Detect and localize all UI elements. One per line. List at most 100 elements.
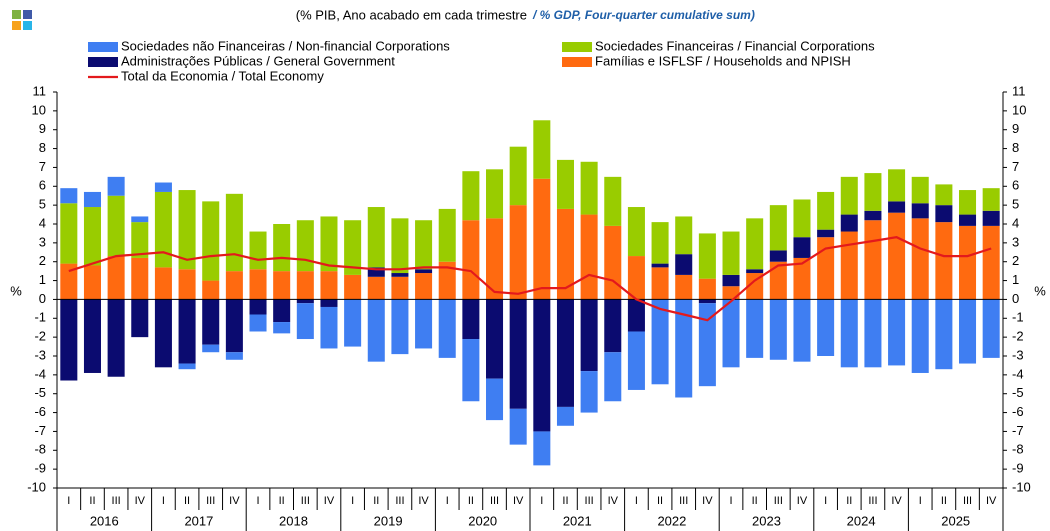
- y-tick-label: 4: [39, 215, 46, 230]
- bar: [627, 256, 645, 300]
- bar: [698, 299, 716, 304]
- bar: [273, 224, 291, 272]
- bar: [982, 188, 1000, 211]
- y-tick-label: -2: [34, 329, 46, 344]
- bar: [982, 299, 1000, 358]
- x-tick-label: IV: [891, 495, 902, 507]
- y2-tick-label: 7: [1012, 159, 1019, 174]
- bar: [651, 267, 669, 300]
- x-tick-label: III: [963, 495, 972, 507]
- x-tick-label: III: [585, 495, 594, 507]
- x-tick-label: II: [184, 495, 190, 507]
- bar: [675, 274, 693, 300]
- legend-swatch: [88, 57, 118, 67]
- bar: [107, 256, 125, 300]
- bar: [864, 299, 882, 368]
- bar: [415, 299, 433, 349]
- year-label: 2019: [374, 513, 403, 528]
- bar: [817, 237, 835, 300]
- bar: [273, 322, 291, 334]
- x-tick-label: II: [562, 495, 568, 507]
- bar: [391, 218, 409, 274]
- bar: [202, 280, 220, 300]
- y2-tick-label: -9: [1012, 461, 1024, 476]
- x-tick-label: III: [774, 495, 783, 507]
- bar: [438, 261, 456, 300]
- bar: [911, 218, 929, 300]
- x-tick-label: IV: [986, 495, 997, 507]
- year-label: 2016: [90, 513, 119, 528]
- y-tick-label: -1: [34, 310, 46, 325]
- legend-label: Administrações Públicas / General Govern…: [121, 53, 395, 68]
- x-tick-label: II: [89, 495, 95, 507]
- legend-label: Famílias e ISFLSF / Households and NPISH: [595, 53, 851, 68]
- chart-title: (% PIB, Ano acabado em cada trimestre: [296, 7, 527, 22]
- x-tick-label: IV: [608, 495, 619, 507]
- bar: [746, 269, 764, 274]
- y-tick-label: 2: [39, 253, 46, 268]
- bar: [935, 205, 953, 223]
- y-tick-label: 6: [39, 178, 46, 193]
- bar: [746, 218, 764, 270]
- y2-tick-label: 3: [1012, 234, 1019, 249]
- legend-swatch: [562, 57, 592, 67]
- y-tick-label: -6: [34, 404, 46, 419]
- bar: [982, 225, 1000, 300]
- bar: [107, 299, 125, 377]
- x-tick-label: II: [752, 495, 758, 507]
- x-tick-label: III: [868, 495, 877, 507]
- bar: [864, 220, 882, 300]
- bar: [959, 190, 977, 215]
- bar: [391, 273, 409, 277]
- bar: [83, 207, 101, 266]
- bar: [769, 261, 787, 300]
- year-label: 2018: [279, 513, 308, 528]
- bar: [793, 299, 811, 362]
- y2-tick-label: -5: [1012, 385, 1024, 400]
- x-tick-label: I: [729, 495, 732, 507]
- year-label: 2020: [468, 513, 497, 528]
- bar: [462, 299, 480, 340]
- bar: [131, 222, 149, 258]
- x-tick-label: I: [824, 495, 827, 507]
- x-tick-label: II: [373, 495, 379, 507]
- y2-tick-label: -8: [1012, 442, 1024, 457]
- bar: [178, 299, 196, 364]
- x-tick-label: I: [540, 495, 543, 507]
- bar: [462, 339, 480, 402]
- bar: [911, 299, 929, 373]
- legend-label: Sociedades não Financeiras / Non-financi…: [121, 38, 450, 53]
- y-tick-label: 11: [33, 83, 47, 98]
- x-tick-label: I: [162, 495, 165, 507]
- bar: [107, 176, 125, 196]
- y2-tick-label: 9: [1012, 121, 1019, 136]
- bar: [793, 237, 811, 258]
- x-tick-label: IV: [324, 495, 335, 507]
- bar: [438, 208, 456, 262]
- bar: [202, 201, 220, 281]
- y-tick-label: -9: [34, 461, 46, 476]
- bar: [296, 220, 314, 272]
- bar: [840, 176, 858, 215]
- bar: [935, 299, 953, 370]
- year-label: 2017: [184, 513, 213, 528]
- bar: [415, 273, 433, 300]
- bar: [320, 271, 338, 300]
- bar: [864, 173, 882, 211]
- x-tick-label: IV: [702, 495, 713, 507]
- bar: [225, 193, 243, 272]
- bar: [911, 203, 929, 219]
- bar: [83, 191, 101, 208]
- bar: [225, 352, 243, 360]
- bar: [131, 257, 149, 300]
- bar: [249, 299, 267, 315]
- y-tick-label: 5: [39, 197, 46, 212]
- y-tick-label: 8: [39, 140, 46, 155]
- bar: [60, 203, 78, 264]
- bar: [509, 408, 527, 445]
- bar: [935, 184, 953, 206]
- bar: [367, 267, 385, 277]
- bar: [225, 271, 243, 300]
- y2-tick-label: -10: [1012, 479, 1031, 494]
- y-tick-label: 1: [39, 272, 46, 287]
